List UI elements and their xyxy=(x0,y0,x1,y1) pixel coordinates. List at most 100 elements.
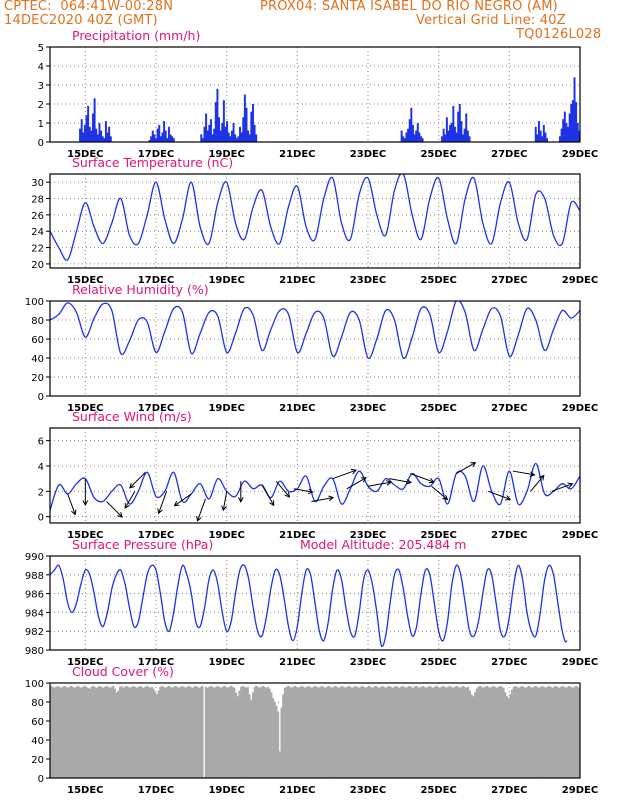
cloud-bar xyxy=(250,700,253,778)
precip-bar xyxy=(558,136,561,142)
rh-xtick-label: 15DEC xyxy=(67,403,103,414)
temp-ytick-label: 20 xyxy=(31,260,44,271)
wind-arrow-shaft xyxy=(551,483,573,492)
cloud-bar xyxy=(182,686,185,778)
cloud-bar xyxy=(482,687,485,778)
cloud-bar xyxy=(396,686,399,778)
precip-bar xyxy=(226,121,229,142)
precip-bar xyxy=(250,111,253,142)
cloud-bar xyxy=(438,687,441,778)
cloud-bar xyxy=(282,694,285,778)
cloud-frame xyxy=(49,682,581,779)
cloud-bar xyxy=(519,686,522,778)
cloud-xtick-label: 25DEC xyxy=(420,785,456,796)
cloud-bar xyxy=(223,685,226,778)
precip-ytick-label: 2 xyxy=(38,100,44,111)
precip-bar xyxy=(576,123,579,142)
wind-arrow-head xyxy=(173,500,180,507)
cloud-bar xyxy=(149,687,152,778)
precip-bar xyxy=(578,130,580,142)
cloud-bar xyxy=(356,686,359,778)
temp-panel: 20 22 24 26 28 30 15DEC 17DEC 19DEC 21DEC 23DEC 25D… xyxy=(31,155,598,286)
precip-panel: 0 1 2 3 4 5 15DEC 17DEC 19DEC 21DEC 23DEC 25DEC 27DE… xyxy=(38,28,599,160)
cloud-bar xyxy=(364,687,367,778)
cloud-bar xyxy=(564,687,567,778)
cloud-bar xyxy=(315,686,318,778)
cloud-bar xyxy=(448,685,451,778)
cloud-bar xyxy=(97,686,100,778)
cloud-bar xyxy=(196,686,199,778)
temp-xtick-label: 29DEC xyxy=(562,275,598,286)
cloud-bar xyxy=(341,685,344,778)
cloud-bar xyxy=(127,686,130,778)
wind-line xyxy=(50,462,580,511)
precip-bar xyxy=(90,130,93,142)
rh-ytick-label: 60 xyxy=(31,335,44,346)
rh-xtick-label: 21DEC xyxy=(279,403,315,414)
cloud-bar xyxy=(573,686,576,778)
wind-arrow-shaft xyxy=(196,498,206,522)
cloud-bar xyxy=(115,692,118,778)
cloud-bar xyxy=(147,686,150,778)
cloud-bar xyxy=(305,686,308,778)
precip-bar xyxy=(167,126,170,142)
cloud-bar xyxy=(431,687,434,778)
precip-bar xyxy=(421,138,424,142)
precip-bar xyxy=(93,98,96,142)
pressure-xtick-label: 23DEC xyxy=(350,657,386,668)
cloud-bar xyxy=(134,686,137,778)
cloud-bar xyxy=(184,687,187,778)
precip-bar xyxy=(158,124,161,142)
precip-xtick-label: 29DEC xyxy=(562,149,598,160)
cloud-bar xyxy=(542,686,546,778)
cloud-xtick-label: 17DEC xyxy=(138,785,174,796)
cloud-bar xyxy=(578,687,580,778)
cloud-bar xyxy=(186,686,189,778)
precip-bar xyxy=(155,138,157,142)
cloud-bar xyxy=(221,686,224,778)
cloud-bar xyxy=(342,686,345,778)
precip-frame xyxy=(49,46,581,143)
precip-xtick-label: 23DEC xyxy=(350,149,386,160)
cloud-bar xyxy=(156,694,159,778)
cloud-bar xyxy=(145,685,148,778)
temp-ytick-label: 26 xyxy=(31,211,44,222)
cloud-bar xyxy=(399,686,403,778)
pressure-series xyxy=(50,564,568,648)
cloud-bar xyxy=(455,685,458,778)
wind-arrow-shaft xyxy=(487,490,511,500)
cloud-bar xyxy=(199,686,202,778)
wind-ytick-label: 2 xyxy=(38,487,44,498)
cloud-bar xyxy=(494,686,497,778)
cloud-bar xyxy=(65,686,68,778)
precip-bar xyxy=(460,121,463,142)
cloud-bar xyxy=(107,686,110,778)
cloud-bar xyxy=(322,686,325,778)
cloud-bar xyxy=(480,686,483,778)
cloud-bar xyxy=(366,686,369,778)
precip-bar xyxy=(444,134,447,142)
cloud-bar xyxy=(405,687,408,778)
precip-bar xyxy=(205,113,208,142)
cloud-bar xyxy=(465,687,468,778)
rh-panel: 0 20 40 60 80 100 15DEC 17DEC 19DEC 21DEC 23DEC 25D… xyxy=(25,282,598,414)
cloud-bar xyxy=(245,687,248,778)
cloud-bar xyxy=(142,687,145,778)
cloud-bar xyxy=(187,685,191,778)
cloud-bar xyxy=(507,698,510,778)
wind-arrow-head xyxy=(405,479,412,485)
cloud-bar xyxy=(105,685,108,778)
cloud-panel: 0 20 40 60 80 100 15DEC 17DEC 19DEC 21DEC 23DEC 25D… xyxy=(25,664,598,796)
cloud-bar xyxy=(267,686,270,778)
cloud-bar xyxy=(460,686,463,778)
cloud-bar xyxy=(144,686,147,778)
precip-bar xyxy=(466,130,469,142)
cloud-bar xyxy=(228,686,231,778)
cloud-bar xyxy=(130,686,133,778)
cloud-bar xyxy=(410,686,413,778)
cloud-bar xyxy=(260,686,263,778)
rh-line xyxy=(50,301,580,360)
cloud-bar xyxy=(287,685,290,778)
cloud-bar xyxy=(453,686,456,778)
precip-bar xyxy=(402,136,405,142)
